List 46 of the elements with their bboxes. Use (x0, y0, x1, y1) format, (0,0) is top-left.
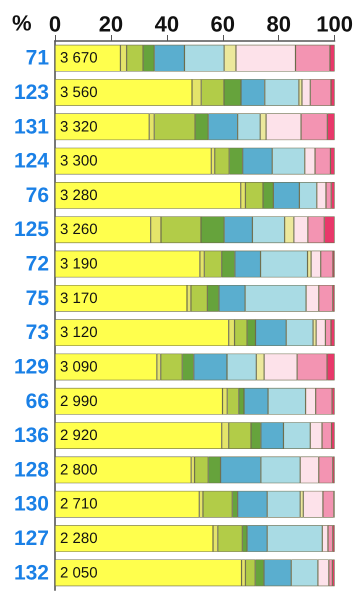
annotation: 3 560 (60, 84, 98, 101)
annotation: 2 280 (60, 530, 98, 548)
bar (55, 456, 192, 484)
annotation: 2 920 (60, 427, 98, 444)
annotation: 3 280 (60, 186, 98, 204)
x-tick-label: 60 (210, 12, 236, 36)
x-axis-title: % (12, 10, 32, 36)
x-tick-label: 100 (316, 12, 354, 36)
annotation: 3 670 (60, 50, 98, 67)
y-tick-label: 127 (14, 527, 49, 550)
y-tick-label: 130 (14, 492, 49, 516)
bar (55, 148, 212, 174)
y-tick-label: 73 (26, 321, 49, 344)
bar (55, 388, 223, 415)
annotation: 3 300 (60, 152, 98, 170)
y-tick-label: 136 (14, 424, 49, 448)
x-tick-label: 80 (266, 12, 291, 36)
x-tick-label: 40 (154, 12, 180, 36)
y-tick-label: 123 (14, 80, 49, 104)
annotation: 3 090 (60, 358, 98, 376)
annotation: 3 320 (60, 118, 98, 136)
y-tick-label: 125 (14, 218, 50, 242)
y-tick-label: 129 (14, 355, 49, 378)
annotation: 2 800 (60, 461, 98, 478)
y-tick-label: 131 (14, 115, 50, 138)
annotation: 2 990 (60, 392, 98, 410)
annotation: 2 050 (60, 564, 98, 582)
annotation: 3 120 (60, 324, 98, 342)
y-tick-label: 76 (26, 184, 49, 207)
bar (55, 354, 157, 380)
x-tick-label: 0 (48, 12, 62, 36)
annotation: 3 260 (60, 221, 98, 238)
y-tick-label: 66 (26, 390, 49, 413)
annotation: 3 170 (60, 290, 98, 307)
bar (55, 559, 242, 586)
y-tick-label: 132 (14, 561, 49, 584)
y-tick-label: 72 (26, 252, 49, 276)
y-tick-label: 124 (14, 150, 50, 173)
annotation: 3 190 (60, 256, 98, 273)
y-tick-label: 75 (26, 286, 50, 310)
bar (55, 284, 187, 312)
x-tick-label: 20 (98, 12, 124, 36)
y-tick-label: 71 (26, 46, 50, 70)
bar (55, 490, 200, 518)
annotation: 2 710 (60, 496, 98, 513)
y-tick-label: 128 (14, 458, 50, 482)
